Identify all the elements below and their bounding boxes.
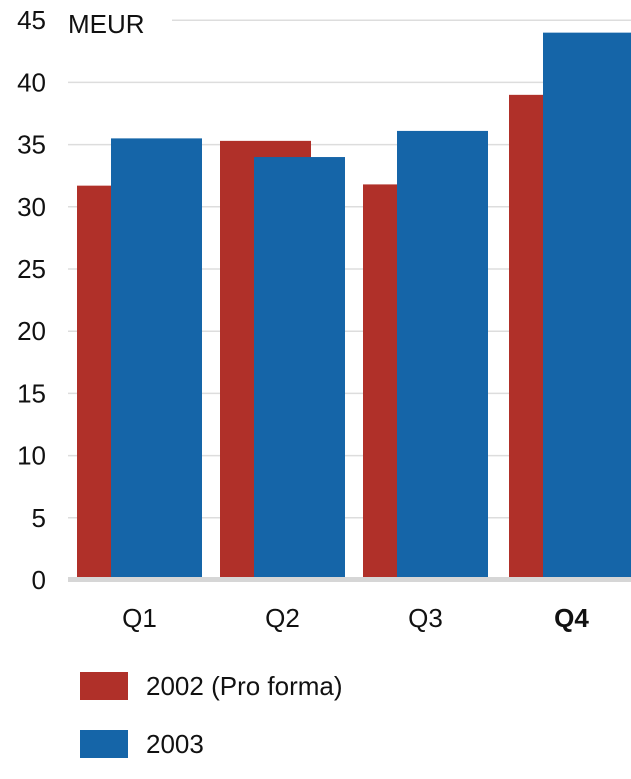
x-axis-ticks: Q1 Q2 Q3 Q4 (122, 603, 589, 633)
y-tick-label: 45 (17, 5, 46, 35)
y-tick-label: 20 (17, 316, 46, 346)
y-tick-label: 40 (17, 67, 46, 97)
x-tick-label-q1: Q1 (122, 603, 157, 633)
legend-swatch-2002 (80, 672, 128, 700)
legend-label-2002: 2002 (Pro forma) (146, 670, 343, 701)
x-axis-baseline (68, 577, 631, 582)
x-tick-label-q3: Q3 (408, 603, 443, 633)
legend-label-2003: 2003 (146, 728, 204, 759)
y-tick-label: 10 (17, 441, 46, 471)
x-tick-label-q4: Q4 (554, 603, 589, 633)
y-tick-label: 35 (17, 130, 46, 160)
x-tick-label-q2: Q2 (265, 603, 300, 633)
bar-2003-q4 (543, 32, 631, 580)
bar-2003-q2 (254, 157, 345, 581)
y-tick-label: 30 (17, 192, 46, 222)
bars (77, 32, 631, 581)
unit-label: MEUR (68, 9, 145, 39)
y-axis-ticks: 0 5 10 15 20 25 30 35 40 45 (17, 5, 46, 595)
legend-swatch-2003 (80, 730, 128, 758)
bar-chart: 0 5 10 15 20 25 30 35 40 45 Q1 Q2 Q3 Q4 MEUR (17, 5, 631, 633)
legend-item-2002: 2002 (Pro forma) (80, 663, 343, 709)
bar-2003-q1 (111, 138, 202, 580)
y-tick-label: 15 (17, 378, 46, 408)
y-tick-label: 0 (32, 565, 46, 595)
y-tick-label: 25 (17, 254, 46, 284)
y-tick-label: 5 (32, 503, 46, 533)
bar-2003-q3 (397, 130, 488, 580)
legend-item-2003: 2003 (80, 721, 343, 767)
legend: 2002 (Pro forma) 2003 (80, 663, 343, 779)
